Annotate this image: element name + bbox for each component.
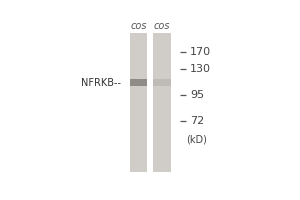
Bar [130, 33, 147, 172]
Bar [130, 79, 147, 86]
Text: 130: 130 [190, 64, 211, 74]
Text: cos: cos [130, 21, 147, 31]
Text: 72: 72 [190, 116, 204, 126]
Text: cos: cos [154, 21, 170, 31]
Text: 170: 170 [190, 47, 211, 57]
Bar [153, 79, 171, 86]
Bar [153, 33, 171, 172]
Text: 95: 95 [190, 90, 204, 100]
Text: (kD): (kD) [186, 134, 207, 144]
Text: NFRKB--: NFRKB-- [81, 78, 121, 88]
